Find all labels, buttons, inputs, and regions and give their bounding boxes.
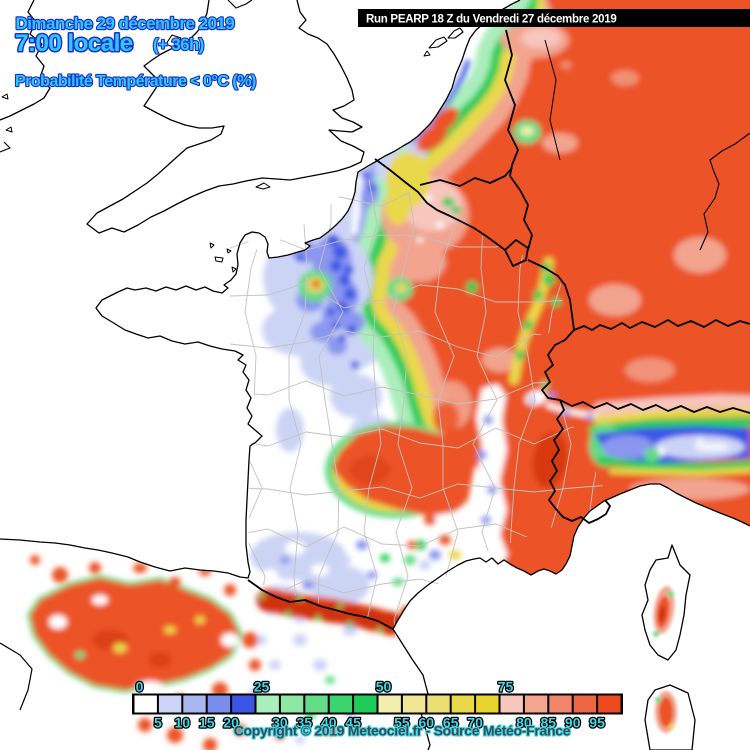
- svg-text:60: 60: [419, 715, 435, 731]
- svg-text:0: 0: [136, 679, 144, 695]
- svg-text:(+ 36h): (+ 36h): [153, 36, 204, 54]
- svg-text:40: 40: [321, 715, 337, 731]
- svg-text:75: 75: [498, 679, 514, 695]
- svg-text:25: 25: [254, 679, 270, 695]
- svg-text:35: 35: [297, 715, 313, 731]
- svg-text:45: 45: [345, 715, 361, 731]
- svg-text:95: 95: [589, 715, 605, 731]
- svg-text:Copyright © 2019 Meteociel.fr: Copyright © 2019 Meteociel.fr - Source M…: [234, 723, 571, 739]
- svg-text:5: 5: [154, 715, 162, 731]
- svg-text:Run PEARP 18 Z du Vendredi 27: Run PEARP 18 Z du Vendredi 27 décembre 2…: [366, 14, 616, 26]
- svg-text:15: 15: [199, 715, 215, 731]
- svg-text:70: 70: [467, 715, 483, 731]
- svg-text:Probabilité Température < 0°C: Probabilité Température < 0°C (%): [15, 73, 256, 90]
- svg-text:10: 10: [175, 715, 191, 731]
- svg-text:65: 65: [443, 715, 459, 731]
- svg-text:20: 20: [223, 715, 239, 731]
- svg-text:85: 85: [541, 715, 557, 731]
- svg-text:30: 30: [272, 715, 288, 731]
- svg-text:80: 80: [516, 715, 532, 731]
- svg-text:7:00 locale: 7:00 locale: [15, 30, 133, 57]
- svg-text:55: 55: [394, 715, 410, 731]
- svg-text:Dimanche 29 décembre 2019: Dimanche 29 décembre 2019: [16, 14, 235, 33]
- svg-text:50: 50: [376, 679, 392, 695]
- svg-text:90: 90: [565, 715, 581, 731]
